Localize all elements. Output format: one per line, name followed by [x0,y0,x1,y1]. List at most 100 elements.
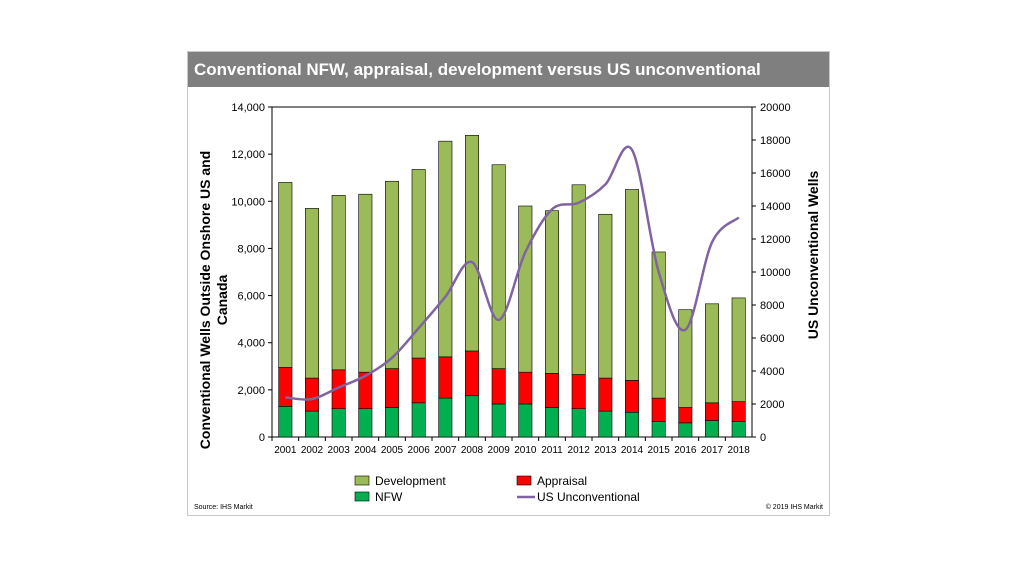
y-left-axis-title-line: Canada [214,275,230,326]
bar-nfw [491,403,506,438]
bar-development [331,195,346,371]
bar-nfw [518,403,533,438]
y-left-tick-label: 8,000 [237,243,265,255]
y-right-tick-label: 14000 [760,201,791,213]
legend-swatch-appraisal [516,475,532,486]
bar-appraisal [465,350,479,397]
chart-title: Conventional NFW, appraisal, development… [188,52,829,87]
bar-nfw [331,408,346,438]
bar-appraisal [305,377,319,412]
y-left-tick-label: 14,000 [231,102,265,114]
y-left-tick-label: 10,000 [231,196,265,208]
bar-appraisal [625,380,639,413]
bar-nfw [571,408,586,438]
bar-nfw [705,420,719,438]
bar-appraisal [278,367,293,407]
y-right-tick-label: 12000 [760,234,791,246]
bar-development [598,213,613,379]
bar-development [385,180,399,369]
y-right-tick-label: 0 [760,432,766,444]
bar-nfw [411,402,426,438]
bar-development [731,297,746,402]
bar-development [465,134,479,352]
y-right-tick-label: 18000 [760,135,791,147]
bar-nfw [598,410,613,438]
bar-nfw [731,421,746,438]
bar-appraisal [571,374,586,410]
bar-development [571,184,586,375]
bar-nfw [278,406,293,438]
x-tick-label: 2004 [354,445,377,456]
bar-development [518,205,533,373]
bar-development [705,303,719,404]
bar-appraisal [411,357,426,404]
bar-development [411,169,426,359]
series-line-us-unconventional [285,145,740,401]
bar-appraisal [598,377,613,412]
bar-development [305,208,319,379]
bar-appraisal [385,368,399,408]
bar-development [625,189,639,381]
bar-development [678,309,693,408]
slide-frame: Conventional NFW, appraisal, development… [187,51,830,516]
x-tick-label: 2018 [728,445,751,456]
x-tick-label: 2017 [701,445,724,456]
y-left-tick-label: 4,000 [237,338,265,350]
bar-development [545,210,559,374]
legend-label-nfw: NFW [375,490,403,504]
bar-nfw [358,408,373,438]
y-left-tick-label: 0 [259,432,265,444]
bar-appraisal [438,356,453,399]
bar-appraisal [731,401,746,422]
x-tick-label: 2010 [514,445,537,456]
bar-nfw [545,407,559,438]
bar-nfw [625,411,639,438]
x-tick-label: 2008 [461,445,484,456]
y-left-tick-label: 12,000 [231,149,265,161]
bar-appraisal [491,368,506,405]
x-tick-label: 2006 [408,445,431,456]
legend-swatch-nfw [354,491,370,502]
bar-development [278,182,293,368]
x-tick-label: 2015 [648,445,671,456]
y-right-tick-label: 8000 [760,300,784,312]
x-tick-label: 2013 [594,445,617,456]
x-tick-label: 2012 [568,445,591,456]
x-tick-label: 2014 [621,445,644,456]
y-right-tick-label: 6000 [760,333,784,345]
x-tick-label: 2001 [274,445,297,456]
y-right-tick-label: 10000 [760,267,791,279]
x-tick-label: 2011 [541,445,563,456]
legend-label-development: Development [375,474,446,488]
copyright-note: © 2019 IHS Markit [765,504,823,511]
bar-nfw [305,410,319,438]
bar-development [491,164,506,369]
x-tick-label: 2007 [434,445,457,456]
y-right-tick-label: 16000 [760,168,791,180]
bar-development [438,140,453,358]
bar-appraisal [705,402,719,421]
bar-appraisal [545,373,559,408]
y-left-tick-label: 2,000 [237,385,265,397]
y-left-axis-title: Conventional Wells Outside Onshore US an… [197,151,230,449]
source-note: Source: IHS Markit [194,504,253,511]
y-right-tick-label: 4000 [760,366,784,378]
legend-label-appraisal: Appraisal [537,474,587,488]
x-tick-label: 2009 [488,445,511,456]
bar-nfw [385,407,399,438]
y-left-axis-title-line: Conventional Wells Outside Onshore US an… [197,151,213,449]
x-tick-label: 2003 [328,445,351,456]
y-right-tick-label: 2000 [760,399,784,411]
bar-nfw [651,421,666,438]
bar-nfw [438,397,453,438]
y-right-tick-label: 20000 [760,102,791,114]
y-right-axis-title: US Unconventional Wells [805,171,821,340]
bar-development [358,193,373,373]
bar-nfw [678,422,693,438]
y-left-tick-label: 6,000 [237,291,265,303]
legend-label-unconventional: US Unconventional [537,490,640,504]
bar-appraisal [651,397,666,422]
x-tick-label: 2002 [301,445,324,456]
bar-development [651,251,666,399]
